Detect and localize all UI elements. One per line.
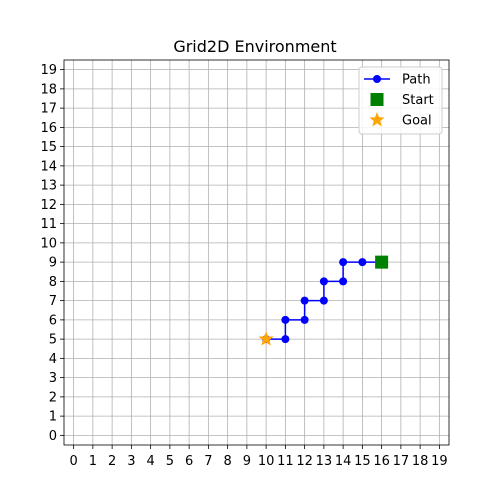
x-tick-label: 7	[204, 454, 212, 469]
legend-path-marker	[373, 75, 381, 83]
legend-label: Goal	[402, 114, 432, 129]
x-tick-label: 13	[316, 454, 333, 469]
axes-spines	[63, 59, 450, 446]
start-marker	[375, 255, 389, 269]
y-tick-label: 0	[49, 429, 57, 444]
y-tick-label: 2	[49, 390, 57, 405]
legend-label: Start	[402, 93, 434, 108]
y-tick-label: 3	[49, 371, 57, 386]
y-tick-label: 14	[40, 159, 57, 174]
chart-title: Grid2D Environment	[173, 37, 336, 56]
path-point	[281, 335, 290, 344]
y-tick-label: 17	[40, 102, 57, 117]
path-point	[300, 296, 309, 305]
series-layer	[258, 255, 389, 346]
x-tick-label: 0	[69, 454, 77, 469]
x-tick-label: 18	[412, 454, 429, 469]
y-tick-label: 19	[40, 63, 57, 78]
x-tick-label: 14	[335, 454, 352, 469]
x-tick-label: 9	[243, 454, 251, 469]
legend-goal-marker	[369, 112, 385, 127]
y-tick-label: 18	[40, 82, 57, 97]
x-tick-label: 17	[393, 454, 410, 469]
y-tick-label: 6	[49, 313, 57, 328]
x-tick-label: 5	[166, 454, 174, 469]
path-point	[281, 315, 290, 324]
y-tick-label: 12	[40, 198, 57, 213]
path-point	[319, 277, 328, 286]
y-tick-label: 8	[49, 275, 57, 290]
legend-box	[358, 66, 443, 135]
x-tick-label: 12	[296, 454, 313, 469]
y-tick-label: 13	[40, 179, 57, 194]
x-tick-label: 11	[277, 454, 294, 469]
chart-legend: Path Start Goal	[358, 66, 443, 135]
legend-start-marker	[370, 93, 384, 106]
path-point	[319, 296, 328, 305]
path-point	[339, 258, 348, 267]
y-tick-label: 4	[49, 352, 57, 367]
y-tick-label: 5	[49, 333, 57, 348]
x-tick-label: 19	[431, 454, 448, 469]
axes-frame	[63, 59, 450, 446]
path-point	[300, 315, 309, 324]
goal-marker	[258, 331, 274, 346]
y-tick-label: 1	[49, 410, 57, 425]
y-tick-label: 7	[49, 294, 57, 309]
y-tick-label: 10	[40, 236, 57, 251]
x-tick-label: 10	[258, 454, 275, 469]
x-tick-label: 3	[127, 454, 135, 469]
x-tick-label: 1	[89, 454, 97, 469]
x-tick-label: 6	[185, 454, 193, 469]
y-tick-label: 16	[40, 121, 57, 136]
path-point	[358, 258, 367, 267]
x-tick-label: 8	[223, 454, 231, 469]
x-tick-label: 16	[373, 454, 390, 469]
y-tick-label: 15	[40, 140, 57, 155]
x-tick-label: 2	[108, 454, 116, 469]
x-axis-ticks: 0 1 2 3 4 5 6 7 8 9 10 11 12 13 14 15 16 17 18 19	[69, 445, 448, 469]
y-tick-label: 9	[49, 256, 57, 271]
x-tick-label: 4	[146, 454, 154, 469]
x-tick-label: 15	[354, 454, 371, 469]
y-tick-label: 11	[40, 217, 57, 232]
legend-label: Path	[402, 73, 431, 88]
path-point	[339, 277, 348, 286]
